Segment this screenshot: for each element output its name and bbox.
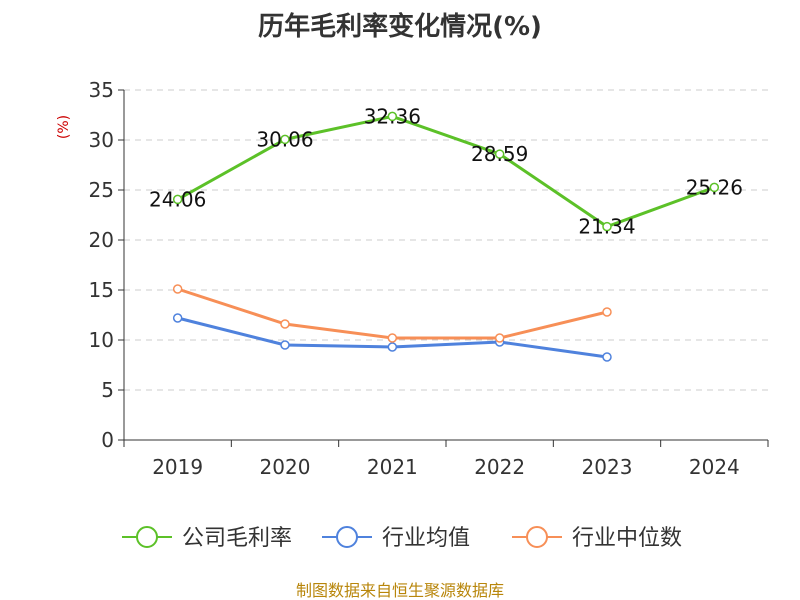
legend-marker-icon (136, 526, 158, 548)
data-point (494, 149, 505, 159)
data-point (709, 182, 720, 193)
data-point (280, 340, 290, 350)
grid-layer (124, 89, 768, 391)
y-tick-label: 10 (89, 328, 114, 352)
data-point (280, 134, 290, 145)
legend-label: 行业均值 (382, 526, 470, 551)
data-label: 28.59 (471, 142, 528, 166)
legend-item-1[interactable]: 行业均值 (322, 526, 470, 551)
data-point (387, 111, 398, 122)
legend-marker-icon (526, 526, 548, 548)
x-tick-label: 2020 (260, 455, 311, 479)
data-point (494, 333, 505, 343)
source-note: 制图数据来自恒生聚源数据库 (296, 581, 504, 600)
y-tick-label: 20 (89, 228, 114, 252)
legend-label: 行业中位数 (572, 526, 682, 551)
y-tick-label: 0 (101, 428, 114, 452)
y-tick-label: 25 (89, 178, 114, 202)
series-line-2 (177, 287, 608, 340)
data-point (172, 284, 183, 294)
data-label: 32.36 (364, 104, 421, 128)
legend-item-0[interactable]: 公司毛利率 (122, 526, 292, 551)
x-tick-label: 2021 (367, 455, 418, 479)
legend-item-2[interactable]: 行业中位数 (512, 526, 682, 551)
data-label-layer: 24.06 30.06 32.36 28.59 21.34 25.26 (149, 104, 743, 238)
data-point (602, 307, 612, 317)
data-point (172, 194, 183, 205)
data-label: 24.06 (149, 187, 206, 211)
data-point (280, 319, 290, 329)
data-label: 25.26 (686, 175, 743, 199)
x-tick-label: 2023 (582, 455, 633, 479)
data-point (387, 342, 398, 352)
legend: 公司毛利率 行业均值 行业中位数 (122, 526, 682, 551)
data-label: 30.06 (256, 127, 313, 151)
series-line-0 (176, 114, 715, 229)
data-point (602, 221, 612, 232)
chart-title: 历年毛利率变化情况(%) (258, 11, 542, 42)
legend-label: 公司毛利率 (182, 526, 292, 551)
axis-layer: 0 5 10 15 20 25 30 35 2019 2020 2021 2022 2023 2024 (89, 78, 769, 479)
series-layer (172, 111, 720, 362)
legend-marker-icon (336, 526, 358, 548)
y-tick-label: 15 (89, 278, 114, 302)
x-tick-label: 2019 (152, 455, 203, 479)
data-point (172, 313, 183, 323)
x-tick-label: 2024 (689, 455, 740, 479)
data-point (602, 352, 612, 362)
data-label: 21.34 (578, 215, 635, 239)
data-point (387, 333, 398, 343)
y-tick-label: 35 (89, 78, 114, 102)
y-axis-unit: (%) (56, 115, 72, 139)
y-tick-label: 30 (89, 128, 114, 152)
x-tick-label: 2022 (474, 455, 525, 479)
y-tick-label: 5 (101, 378, 114, 402)
